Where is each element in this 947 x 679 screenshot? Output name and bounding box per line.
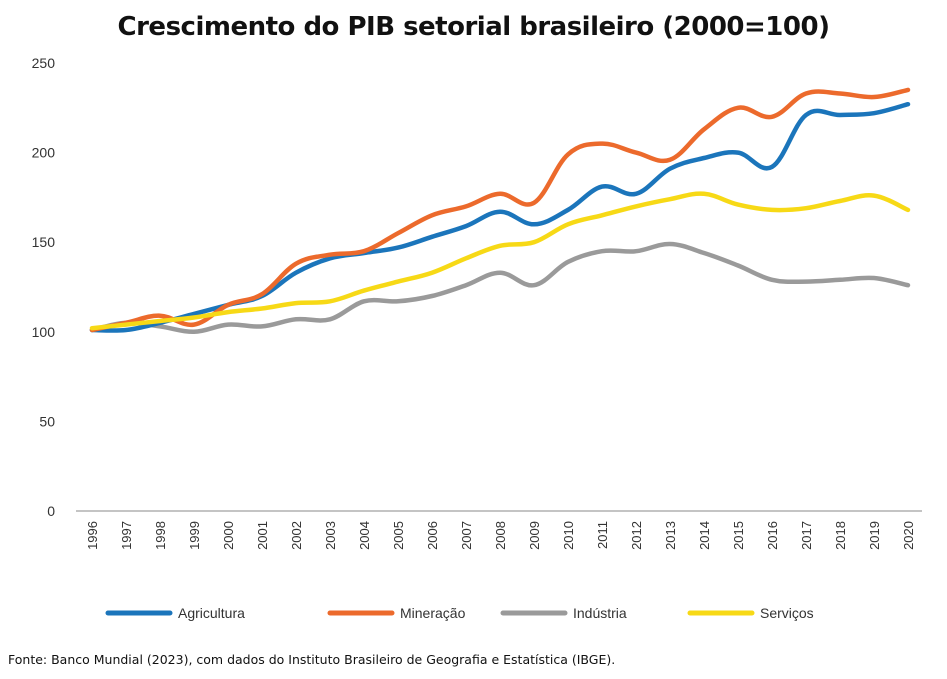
y-tick-label: 150 — [32, 234, 56, 250]
x-tick-label: 1996 — [85, 521, 100, 550]
x-tick-label: 2000 — [221, 521, 236, 550]
series-line-agricultura — [89, 101, 911, 333]
series-line-industria — [89, 241, 911, 335]
x-axis-ticks: 1996 1997 1998 1999 2000 2001 2002 2003 2004 2005… — [85, 521, 916, 550]
x-tick-label: 1997 — [119, 521, 134, 550]
x-tick-label: 2012 — [629, 521, 644, 550]
y-axis-ticks: 0 50 100 150 200 250 — [32, 55, 56, 519]
x-tick-label: 2016 — [765, 521, 780, 550]
y-tick-label: 250 — [32, 55, 56, 71]
y-tick-label: 100 — [32, 324, 56, 340]
x-tick-label: 2004 — [357, 521, 372, 550]
x-tick-label: 2009 — [527, 521, 542, 550]
x-tick-label: 2003 — [323, 521, 338, 550]
x-tick-label: 2007 — [459, 521, 474, 550]
series-lines — [89, 87, 911, 335]
x-tick-label: 2001 — [255, 521, 270, 550]
x-tick-label: 1999 — [187, 521, 202, 550]
legend-label: Agricultura — [178, 605, 245, 621]
legend-label: Serviços — [760, 605, 814, 621]
y-tick-label: 0 — [47, 503, 55, 519]
x-tick-label: 1998 — [153, 521, 168, 550]
legend-label: Mineração — [400, 605, 466, 621]
x-tick-label: 2020 — [901, 521, 916, 550]
y-tick-label: 50 — [39, 413, 55, 429]
source-note: Fonte: Banco Mundial (2023), com dados d… — [8, 652, 616, 667]
x-tick-label: 2019 — [867, 521, 882, 550]
series-line-servicos — [89, 191, 911, 331]
series-line-mineracao — [89, 87, 911, 333]
x-tick-label: 2010 — [561, 521, 576, 550]
legend-label: Indústria — [573, 605, 627, 621]
y-tick-label: 200 — [32, 145, 56, 161]
x-tick-label: 2002 — [289, 521, 304, 550]
legend: Agricultura Mineração Indústria Serviços — [105, 605, 814, 621]
x-tick-label: 2011 — [595, 521, 610, 549]
x-tick-label: 2013 — [663, 521, 678, 550]
x-tick-label: 2014 — [697, 521, 712, 550]
chart-title: Crescimento do PIB setorial brasileiro (… — [117, 12, 830, 42]
x-tick-label: 2018 — [833, 521, 848, 550]
x-tick-label: 2005 — [391, 521, 406, 550]
x-tick-label: 2017 — [799, 521, 814, 550]
x-tick-label: 2008 — [493, 521, 508, 550]
x-tick-label: 2006 — [425, 521, 440, 550]
x-tick-label: 2015 — [731, 521, 746, 550]
